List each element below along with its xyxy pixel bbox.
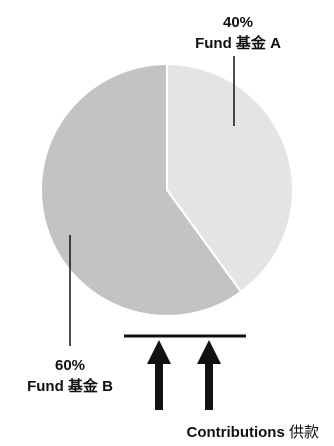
contributions-label-rest: 供款 — [285, 424, 319, 441]
pie-slice-fund-b — [40, 62, 243, 317]
label-leaders — [69, 56, 235, 346]
inflow-arrow-left — [147, 340, 171, 410]
slice-label-fund-a-name: Fund 基金 A — [195, 34, 281, 52]
pie-slice-fund-a — [166, 62, 294, 294]
slice-label-fund-b-pct: 60% — [55, 357, 85, 374]
inflow-arrow-right — [197, 340, 221, 410]
slice-label-fund-b-name: Fund 基金 B — [27, 377, 113, 395]
contributions-inflow-graphic — [124, 334, 246, 410]
slice-label-fund-a-pct: 40% — [223, 14, 253, 31]
contributions-label-bold: Contributions — [187, 424, 285, 441]
pie-slices — [40, 62, 294, 317]
contributions-label: Contributions 供款 — [187, 424, 320, 441]
